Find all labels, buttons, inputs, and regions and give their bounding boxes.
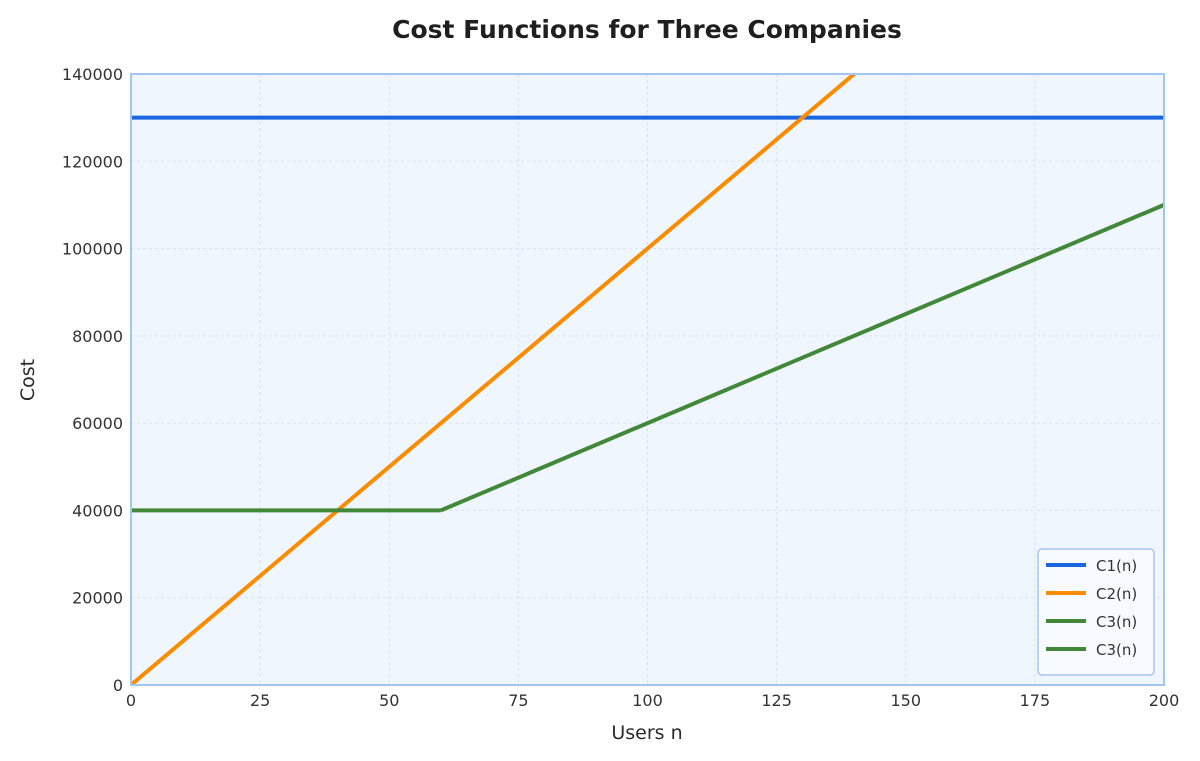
x-tick-label: 0 <box>126 691 136 710</box>
y-tick-label: 20000 <box>72 589 123 608</box>
y-tick-label: 100000 <box>62 240 123 259</box>
legend-box <box>1037 548 1155 676</box>
x-tick-label: 125 <box>761 691 792 710</box>
x-tick-label: 100 <box>632 691 663 710</box>
x-tick-label: 175 <box>1020 691 1051 710</box>
x-tick-label: 50 <box>379 691 399 710</box>
plot-frame <box>130 73 1165 686</box>
y-tick-label: 0 <box>113 676 123 695</box>
y-tick-label: 60000 <box>72 414 123 433</box>
series-lines <box>131 74 1164 685</box>
y-axis-label: Cost <box>17 359 39 401</box>
legend-label: C2(n) <box>1096 585 1137 603</box>
y-tick-label: 80000 <box>72 327 123 346</box>
legend-label: C3(n) <box>1096 641 1137 659</box>
plot-area <box>131 74 1164 685</box>
y-tick-label: 40000 <box>72 501 123 520</box>
x-axis-ticks: 0 25 50 75 100 125 150 175 200 <box>126 691 1179 710</box>
y-tick-label: 140000 <box>62 65 123 84</box>
legend-label: C3(n) <box>1096 613 1137 631</box>
legend-label: C1(n) <box>1096 557 1137 575</box>
y-tick-label: 120000 <box>62 152 123 171</box>
series-line-4 <box>440 203 1164 513</box>
x-tick-label: 200 <box>1149 691 1180 710</box>
chart-title: Cost Functions for Three Companies <box>392 15 902 44</box>
y-axis-ticks: 0 20000 40000 60000 80000 100000 120000 140000 <box>62 65 123 695</box>
x-tick-label: 75 <box>508 691 528 710</box>
x-tick-label: 25 <box>250 691 270 710</box>
series-line-2 <box>131 74 856 685</box>
x-axis-label: Users n <box>611 722 682 744</box>
x-tick-label: 150 <box>890 691 921 710</box>
legend: C1(n) C2(n) C3(n) C3(n) <box>1037 548 1155 676</box>
